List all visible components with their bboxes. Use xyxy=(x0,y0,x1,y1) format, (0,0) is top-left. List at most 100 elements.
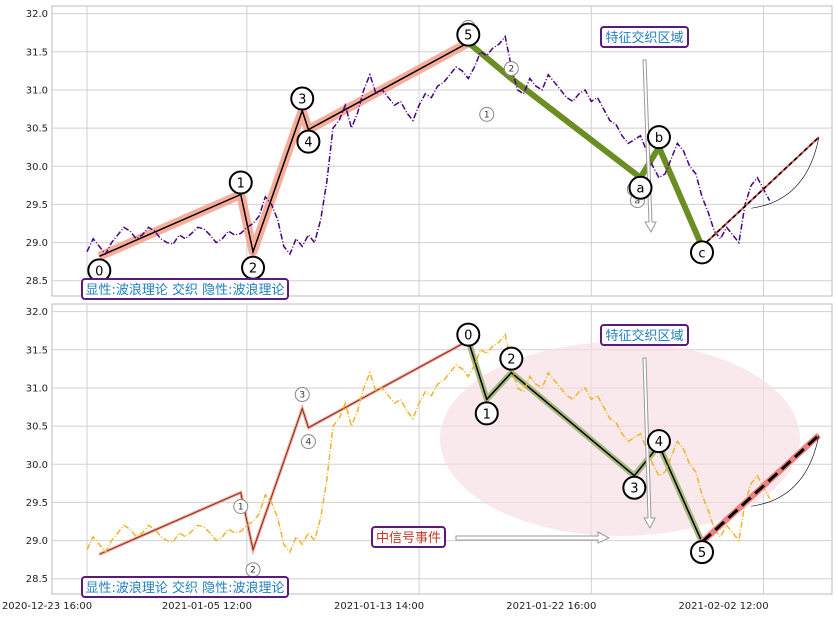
wave-label-2: 2 xyxy=(499,346,524,371)
wave-label-5-ring xyxy=(690,540,714,565)
wave-label-3-label: 3 xyxy=(630,482,638,497)
wave-label-3-ring xyxy=(290,86,315,111)
feature-arrow xyxy=(642,59,657,234)
legend-annotation: 显性:波浪理论 交织 隐性:波浪理论 xyxy=(81,576,289,598)
wave-label-5-ring xyxy=(456,22,481,47)
wave-label-b: b xyxy=(646,125,671,150)
event-annotation-frame xyxy=(371,526,446,548)
y-tick-label: 29.5 xyxy=(26,200,48,211)
x-tick-label: 2021-01-13 14:00 xyxy=(334,601,424,612)
feature-annotation-frame xyxy=(600,324,689,346)
legend-annotation-text: 显性:波浪理论 交织 隐性:波浪理论 xyxy=(85,580,284,596)
legend-annotation: 显性:波浪理论 交织 隐性:波浪理论 xyxy=(81,278,289,300)
wave-label-2-label: 2 xyxy=(507,353,515,368)
y-tick-label: 32.0 xyxy=(26,9,48,20)
wave-label-0-label: 0 xyxy=(464,329,472,344)
plot-area xyxy=(51,5,833,297)
wave-label-5-label: 5 xyxy=(464,29,472,44)
small-wave-label: 1 xyxy=(233,499,249,514)
event-annotation-text: 中信号事件 xyxy=(376,531,441,546)
small-wave-label-ring xyxy=(479,106,495,122)
wave-label-b-label: b xyxy=(655,131,663,146)
x-tick-label: 2021-01-22 16:00 xyxy=(506,601,596,612)
wave-label-3: 3 xyxy=(622,475,647,500)
panel-top: 28.5 29.0 29.5 30.0 30.5 31.0 31.5 32.0 xyxy=(26,5,833,297)
x-tick-label: 2020-12-23 16:00 xyxy=(2,601,92,612)
impulse-line xyxy=(99,340,469,555)
signal-region xyxy=(440,342,800,536)
small-wave-label-ring xyxy=(503,61,519,77)
wave-label-c: c xyxy=(690,240,714,265)
wave-label-c-label: c xyxy=(698,246,705,261)
wave-label-a-label: a xyxy=(637,182,645,197)
legend-annotation-frame xyxy=(81,576,289,598)
small-wave-label-label: 4 xyxy=(306,438,312,448)
small-wave-label: 4 xyxy=(300,434,316,450)
feature-annotation-frame xyxy=(600,26,689,48)
wave-label-0-ring xyxy=(456,322,481,347)
panel-bottom: 28.5 29.0 29.5 30.0 30.5 31.0 31.5 32.0 2020-12-… xyxy=(2,303,833,612)
small-wave-label-label: 2 xyxy=(250,566,256,576)
wave-label-4-label: 4 xyxy=(304,136,312,151)
feature-annotation: 特征交织区域 xyxy=(600,26,689,48)
x-tick-label: 2021-02-02 12:00 xyxy=(678,601,768,612)
small-wave-label-label: 2 xyxy=(508,65,514,75)
projection-arc xyxy=(751,435,820,507)
small-wave-label: 2 xyxy=(245,562,261,578)
feature-annotation-text: 特征交织区域 xyxy=(605,328,683,344)
wave-label-5-label: 5 xyxy=(698,546,706,561)
y-tick-label: 29.0 xyxy=(26,536,48,547)
small-wave-label-label: 1 xyxy=(484,110,490,120)
y-tick-label: 31.5 xyxy=(26,47,48,58)
y-tick-label: 28.5 xyxy=(26,574,48,585)
wave-label-3-ring xyxy=(622,475,647,500)
small-wave-label: 2 xyxy=(503,61,519,77)
projection-arc xyxy=(751,137,820,209)
small-wave-label-ring xyxy=(233,499,249,514)
legend-annotation-text: 显性:波浪理论 交织 隐性:波浪理论 xyxy=(85,282,284,298)
wave-label-4: 4 xyxy=(646,429,671,454)
wave-label-4-ring xyxy=(296,129,321,154)
y-tick-label: 29.0 xyxy=(26,238,48,249)
wave-label-3: 3 xyxy=(290,86,315,111)
feature-arrow xyxy=(642,357,656,530)
wave-label-4-ring xyxy=(646,429,671,454)
projection-dash xyxy=(701,136,820,247)
wave-label-1-ring xyxy=(474,401,499,426)
wave-label-5: 5 xyxy=(690,540,714,565)
wave-label-3-label: 3 xyxy=(298,93,306,108)
wave-label-2: 2 xyxy=(241,255,266,280)
y-tick-label: 30.5 xyxy=(26,422,48,433)
small-wave-label-ring xyxy=(294,387,310,403)
correction-line xyxy=(467,340,703,543)
wave-label-2-ring xyxy=(499,346,524,371)
wave-label-1-label: 1 xyxy=(237,177,245,192)
event-annotation: 中信号事件 xyxy=(371,526,446,548)
impulse-line xyxy=(98,41,469,258)
wave-label-5: 5 xyxy=(456,22,481,47)
feature-annotation-text: 特征交织区域 xyxy=(605,30,683,46)
wave-label-1: 1 xyxy=(474,401,499,426)
small-wave-label: 3 xyxy=(294,387,310,403)
wave-label-1-label: 1 xyxy=(483,407,491,422)
y-tick-label: 31.5 xyxy=(26,345,48,356)
small-wave-label-ring xyxy=(300,434,316,450)
small-wave-label-label: 1 xyxy=(238,503,244,513)
wave-label-0-label: 0 xyxy=(95,264,103,279)
wave-label-b-ring xyxy=(646,125,671,150)
event-arrow xyxy=(455,531,611,544)
y-tick-label: 32.0 xyxy=(26,307,48,318)
wave-label-a-ring xyxy=(628,175,653,200)
price-series-line xyxy=(86,332,771,554)
y-tick-label: 29.5 xyxy=(26,498,48,509)
small-wave-label-label: 3 xyxy=(299,391,305,401)
y-tick-label: 28.5 xyxy=(26,276,48,287)
wave-label-a: a xyxy=(628,175,653,200)
wave-label-c-ring xyxy=(690,240,714,265)
wave-label-2-label: 2 xyxy=(249,262,257,277)
legend-annotation-frame xyxy=(81,278,289,300)
y-tick-label: 30.0 xyxy=(26,460,48,471)
projection-dash xyxy=(700,434,820,544)
